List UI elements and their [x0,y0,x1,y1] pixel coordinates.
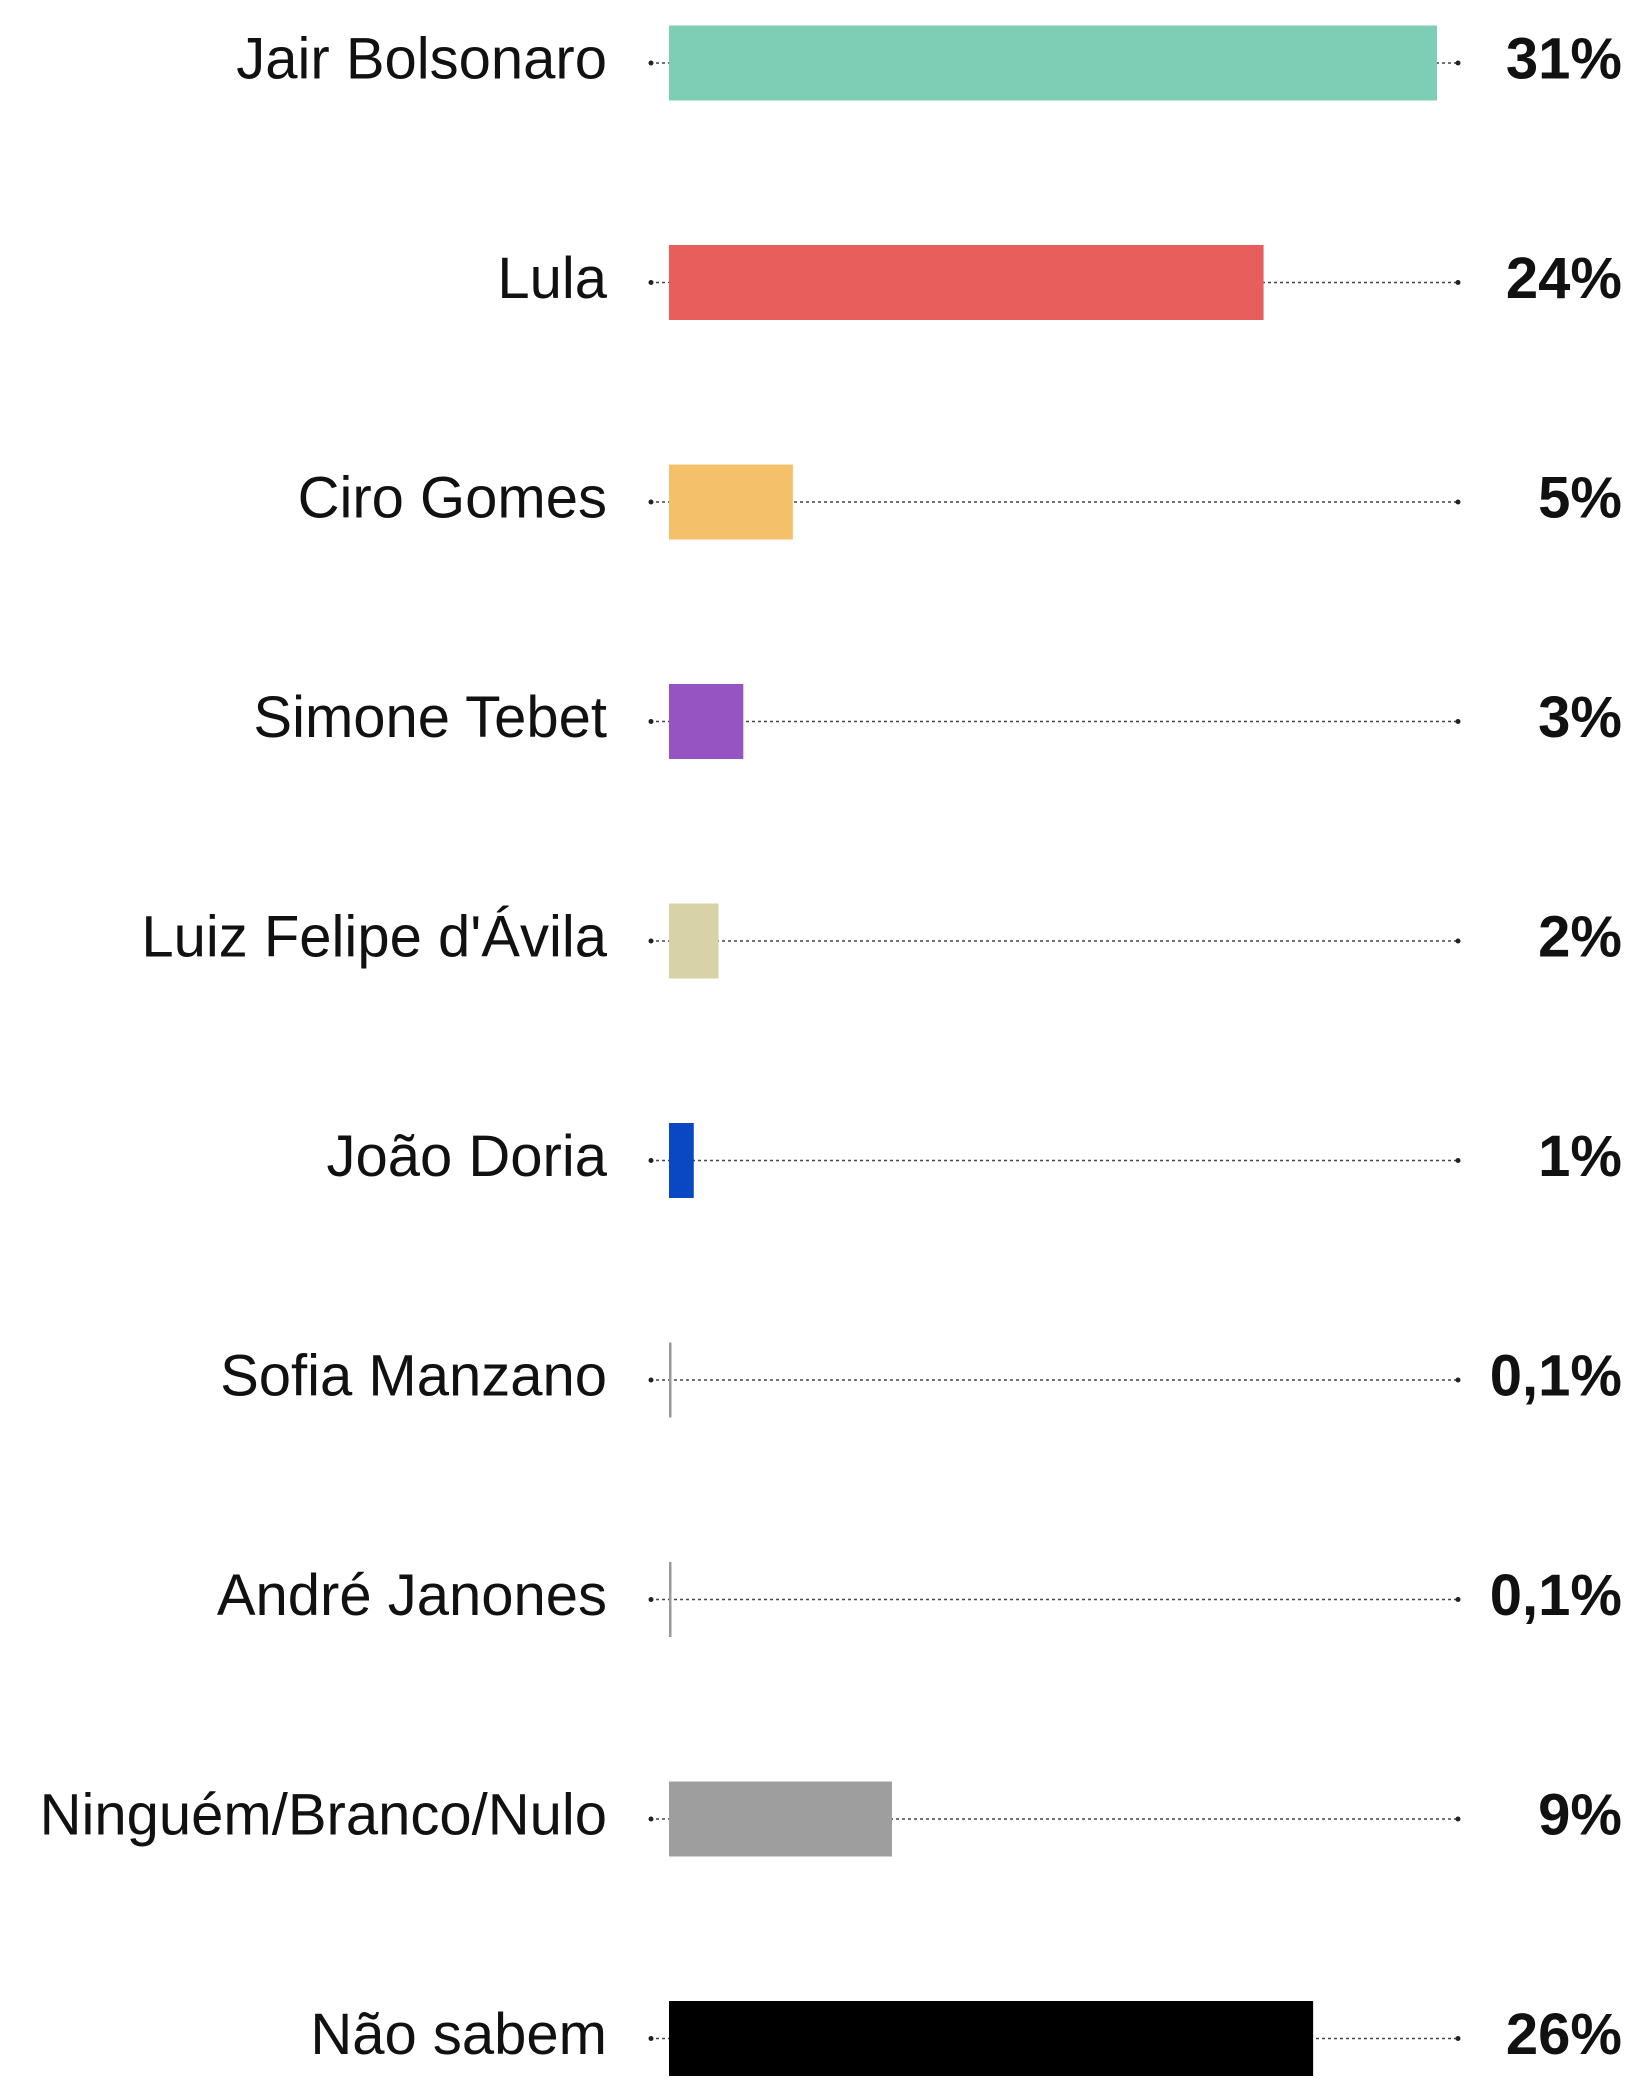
leader-dot [648,1816,654,1822]
leader-dot [648,2036,654,2041]
leader-dot [1455,499,1461,505]
value-label-bg [1524,1782,1622,1848]
leader-dot [648,938,654,944]
value-label: 1% [1538,1124,1622,1189]
category-label: Jair Bolsonaro [236,26,607,91]
leader-dot [648,60,654,66]
value-label-bg [1475,1562,1622,1628]
leader-dot [648,719,654,724]
leader-dot [1455,1158,1461,1163]
category-label: Não sabem [310,2002,607,2067]
value-label: 9% [1538,1782,1622,1847]
leader-dot [648,1158,654,1163]
leader-dot [1455,280,1461,285]
value-label: 3% [1538,685,1622,750]
value-label: 0,1% [1490,1563,1622,1628]
bar [669,2001,1314,2076]
value-label: 2% [1538,904,1622,969]
value-label-bg [1524,1123,1622,1189]
leader-dot [648,499,654,505]
leader-dot [648,280,654,285]
value-label: 24% [1506,246,1622,311]
leader-dot [1455,60,1461,66]
value-label: 31% [1506,26,1622,91]
leader-dot [648,1597,654,1602]
bar [669,1562,672,1637]
value-label: 0,1% [1490,1343,1622,1408]
value-label-bg [1475,1343,1622,1409]
category-label: João Doria [327,1124,608,1189]
category-label: Lula [497,246,607,311]
value-label-bg [1524,904,1622,970]
leader-dot [648,1377,654,1383]
category-label: Ninguém/Branco/Nulo [40,1782,607,1847]
category-label: Sofia Manzano [220,1343,607,1408]
bar [669,903,719,979]
leader-dot [1455,2036,1461,2041]
bar [669,1342,672,1418]
value-label-bg [1524,465,1622,531]
leader-dot [1455,938,1461,944]
leader-dot [1455,1816,1461,1822]
leader-dot [1455,719,1461,724]
category-label: André Janones [217,1563,607,1628]
category-label: Simone Tebet [253,685,607,750]
leader-dot [1455,1597,1461,1602]
value-label: 26% [1506,2002,1622,2067]
bar [669,1781,892,1857]
bar [669,245,1264,320]
category-label: Ciro Gomes [298,465,607,530]
value-label-bg [1491,2001,1622,2067]
bar [669,684,744,759]
value-label-bg [1491,26,1622,92]
leader-dot [1455,1377,1461,1383]
value-label: 5% [1538,465,1622,530]
value-label-bg [1491,245,1622,311]
value-label-bg [1524,684,1622,750]
bar [669,464,793,540]
bar [669,25,1437,101]
bar [669,1123,694,1198]
category-label: Luiz Felipe d'Ávila [141,904,607,969]
